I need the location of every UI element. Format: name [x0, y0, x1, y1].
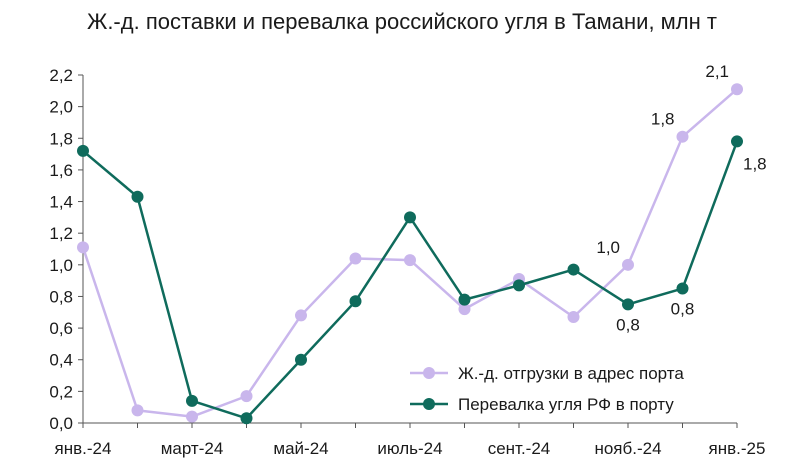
- y-tick-label: 1,8: [49, 129, 73, 148]
- series-point-1: [77, 144, 89, 157]
- data-label: 1,0: [596, 238, 620, 257]
- legend-label-1: Перевалка угля РФ в порту: [458, 395, 674, 414]
- y-tick-label: 0,0: [49, 414, 73, 433]
- y-tick-label: 1,6: [49, 161, 73, 180]
- series-layer: [77, 83, 743, 425]
- x-tick-label: май-24: [273, 439, 328, 458]
- x-tick-label: янв.-25: [709, 439, 766, 458]
- series-point-1: [131, 190, 144, 203]
- data-label: 0,8: [616, 315, 640, 334]
- x-tick-label: сент.-24: [488, 439, 551, 458]
- y-tick-label: 2,2: [49, 66, 73, 85]
- data-label: 2,1: [705, 62, 729, 81]
- chart-title: Ж.-д. поставки и перевалка российского у…: [87, 9, 717, 34]
- x-tick-label: март-24: [161, 439, 224, 458]
- y-tick-label: 1,2: [49, 224, 73, 243]
- series-point-0: [567, 311, 580, 324]
- data-label: 1,8: [743, 154, 767, 173]
- series-point-1: [458, 293, 471, 306]
- series-point-0: [77, 241, 89, 254]
- series-point-0: [731, 83, 743, 96]
- y-tick-label: 0,8: [49, 287, 73, 306]
- legend: Ж.-д. отгрузки в адрес порта Перевалка уг…: [410, 364, 684, 414]
- legend-label-0: Ж.-д. отгрузки в адрес порта: [458, 364, 684, 383]
- series-point-1: [622, 298, 634, 311]
- series-point-0: [676, 130, 689, 143]
- legend-swatch-marker-0: [423, 367, 435, 379]
- data-label: 1,8: [651, 110, 675, 129]
- series-point-0: [458, 303, 471, 316]
- series-point-1: [240, 412, 253, 425]
- series-point-1: [349, 295, 362, 308]
- series-point-0: [295, 309, 307, 322]
- x-tick-label: нояб.-24: [594, 439, 661, 458]
- y-tick-label: 2,0: [49, 98, 73, 117]
- y-tick-label: 0,6: [49, 319, 73, 338]
- series-point-1: [731, 135, 743, 148]
- data-label: 0,8: [671, 300, 695, 319]
- y-tick-label: 0,2: [49, 382, 73, 401]
- series-point-1: [186, 394, 198, 407]
- y-tick-label: 1,4: [49, 193, 73, 212]
- series-point-0: [131, 404, 144, 417]
- series-point-0: [186, 410, 198, 423]
- series-point-0: [622, 258, 634, 271]
- series-point-1: [676, 282, 689, 295]
- axes: 0,0 0,2 0,4 0,6 0,8 1,0 1,2 1,4 1,6 1,8 2,0 2,2 янв.…: [49, 66, 765, 458]
- legend-swatch-marker-1: [423, 398, 435, 410]
- y-tick-label: 1,0: [49, 256, 73, 275]
- series-point-0: [349, 252, 362, 265]
- x-tick-label: июль-24: [377, 439, 442, 458]
- series-point-1: [404, 211, 416, 224]
- x-tick-label: янв.-24: [55, 439, 112, 458]
- series-point-1: [295, 353, 307, 366]
- series-point-1: [513, 279, 525, 292]
- series-point-0: [240, 390, 253, 403]
- y-tick-label: 0,4: [49, 351, 73, 370]
- data-labels: 1,0 1,8 2,1 0,8 0,8 1,8: [596, 62, 766, 334]
- series-point-1: [567, 263, 580, 276]
- series-point-0: [404, 254, 416, 267]
